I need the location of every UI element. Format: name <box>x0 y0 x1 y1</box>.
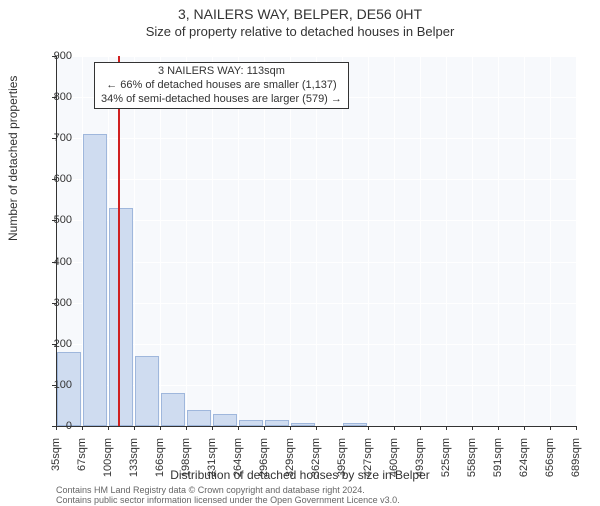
grid-line <box>472 56 473 426</box>
y-tick-label: 500 <box>32 214 72 226</box>
grid-line <box>238 56 239 426</box>
annotation-box: 3 NAILERS WAY: 113sqm← 66% of detached h… <box>94 62 349 109</box>
x-tick <box>186 426 187 430</box>
x-tick-label: 264sqm <box>232 438 244 488</box>
y-tick-label: 0 <box>32 420 72 432</box>
chart-subtitle: Size of property relative to detached ho… <box>0 24 600 39</box>
x-tick-label: 198sqm <box>180 438 192 488</box>
y-tick-label: 200 <box>32 338 72 350</box>
x-tick-label: 35sqm <box>50 438 62 488</box>
x-tick-label: 133sqm <box>128 438 140 488</box>
x-tick-label: 460sqm <box>388 438 400 488</box>
grid-line <box>368 56 369 426</box>
y-axis-title: Number of detached properties <box>6 76 20 241</box>
grid-line <box>160 56 161 426</box>
grid-line <box>576 56 577 426</box>
footer-line-2: Contains public sector information licen… <box>56 496 400 506</box>
x-tick <box>160 426 161 430</box>
histogram-bar <box>187 410 212 426</box>
x-tick <box>368 426 369 430</box>
annotation-line: ← 66% of detached houses are smaller (1,… <box>101 79 342 93</box>
property-marker-line <box>118 56 120 426</box>
annotation-line: 3 NAILERS WAY: 113sqm <box>101 65 342 79</box>
x-tick-label: 329sqm <box>284 438 296 488</box>
y-axis-line <box>56 56 57 426</box>
grid-line <box>186 56 187 426</box>
x-tick-label: 656sqm <box>544 438 556 488</box>
grid-line <box>264 56 265 426</box>
x-tick-label: 67sqm <box>76 438 88 488</box>
x-tick-label: 100sqm <box>102 438 114 488</box>
grid-line <box>524 56 525 426</box>
histogram-bar <box>161 393 186 426</box>
x-tick-label: 166sqm <box>154 438 166 488</box>
x-tick <box>498 426 499 430</box>
x-tick <box>290 426 291 430</box>
grid-line <box>394 56 395 426</box>
grid-line <box>316 56 317 426</box>
annotation-line: 34% of semi-detached houses are larger (… <box>101 93 342 107</box>
x-tick <box>394 426 395 430</box>
x-tick <box>264 426 265 430</box>
y-tick-label: 600 <box>32 173 72 185</box>
x-tick <box>316 426 317 430</box>
x-tick-label: 395sqm <box>336 438 348 488</box>
x-axis-title: Distribution of detached houses by size … <box>0 468 600 482</box>
x-tick <box>472 426 473 430</box>
x-tick <box>82 426 83 430</box>
grid-line <box>550 56 551 426</box>
histogram-bar <box>109 208 134 426</box>
y-tick-label: 100 <box>32 379 72 391</box>
x-tick <box>212 426 213 430</box>
grid-line <box>498 56 499 426</box>
x-tick-label: 296sqm <box>258 438 270 488</box>
grid-line <box>446 56 447 426</box>
grid-line <box>420 56 421 426</box>
y-tick-label: 800 <box>32 91 72 103</box>
footer-attribution: Contains HM Land Registry data © Crown c… <box>56 486 400 506</box>
x-tick-label: 624sqm <box>518 438 530 488</box>
x-tick <box>342 426 343 430</box>
grid-line <box>212 56 213 426</box>
x-tick-label: 525sqm <box>440 438 452 488</box>
histogram-bar <box>213 414 238 426</box>
chart-container: 3, NAILERS WAY, BELPER, DE56 0HT Size of… <box>0 6 600 506</box>
x-tick-label: 427sqm <box>362 438 374 488</box>
y-tick-label: 700 <box>32 132 72 144</box>
x-tick-label: 231sqm <box>206 438 218 488</box>
plot-area: 3 NAILERS WAY: 113sqm← 66% of detached h… <box>56 56 576 426</box>
histogram-bar <box>135 356 160 426</box>
x-tick <box>524 426 525 430</box>
y-tick-label: 300 <box>32 297 72 309</box>
grid-line <box>290 56 291 426</box>
grid-line <box>342 56 343 426</box>
x-tick <box>550 426 551 430</box>
x-tick <box>108 426 109 430</box>
x-tick-label: 591sqm <box>492 438 504 488</box>
x-tick <box>56 426 57 430</box>
x-tick <box>238 426 239 430</box>
x-tick-label: 558sqm <box>466 438 478 488</box>
x-tick-label: 689sqm <box>570 438 582 488</box>
x-tick <box>446 426 447 430</box>
chart-title: 3, NAILERS WAY, BELPER, DE56 0HT <box>0 6 600 22</box>
y-tick-label: 900 <box>32 50 72 62</box>
x-tick <box>134 426 135 430</box>
x-tick-label: 362sqm <box>310 438 322 488</box>
histogram-bar <box>83 134 108 426</box>
x-tick-label: 493sqm <box>414 438 426 488</box>
x-tick <box>420 426 421 430</box>
y-tick-label: 400 <box>32 256 72 268</box>
x-tick <box>576 426 577 430</box>
